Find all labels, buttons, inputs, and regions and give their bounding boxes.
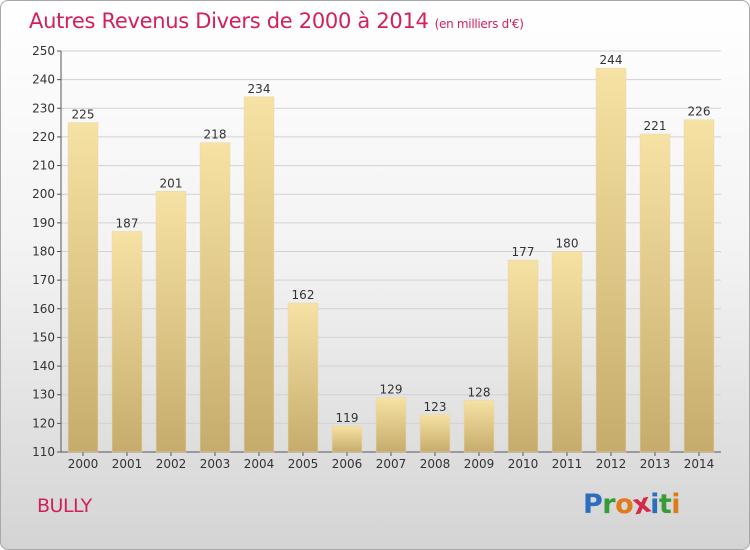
data-label-2004: 234 xyxy=(248,82,271,96)
bar-2006[interactable] xyxy=(331,425,363,453)
x-tick-label: 2011 xyxy=(552,457,583,471)
y-tick-label: 140 xyxy=(32,359,55,373)
data-label-2008: 123 xyxy=(424,400,447,414)
y-tick-label: 230 xyxy=(32,101,55,115)
labels: 110 120 130 140 150 160 170 180 190 200 210 220 230 2… xyxy=(32,44,714,471)
data-label-2006: 119 xyxy=(336,411,359,425)
brand-letter: i xyxy=(671,489,681,520)
x-tick-label: 2010 xyxy=(508,457,539,471)
x-tick-label: 2012 xyxy=(596,457,627,471)
x-tick-label: 2007 xyxy=(376,457,407,471)
y-tick-label: 220 xyxy=(32,130,55,144)
data-label-2002: 201 xyxy=(160,176,183,190)
x-tick-label: 2005 xyxy=(288,457,319,471)
y-tick-label: 160 xyxy=(32,302,55,316)
x-tick-label: 2002 xyxy=(156,457,187,471)
data-label-2009: 128 xyxy=(468,385,491,399)
y-tick-label: 250 xyxy=(32,44,55,58)
y-tick-label: 120 xyxy=(32,416,55,430)
data-label-2012: 244 xyxy=(600,53,623,67)
x-tick-label: 2014 xyxy=(684,457,715,471)
data-label-2000: 225 xyxy=(72,108,95,122)
bar-2002[interactable] xyxy=(155,191,187,453)
y-tick-label: 200 xyxy=(32,187,55,201)
bar-2000[interactable] xyxy=(67,122,99,453)
bar-2013[interactable] xyxy=(639,133,671,453)
y-tick-label: 150 xyxy=(32,330,55,344)
brand-letter: t xyxy=(658,489,672,520)
data-label-2005: 162 xyxy=(292,288,315,302)
bar-2009[interactable] xyxy=(463,400,495,453)
title-unit: (en milliers d'€) xyxy=(434,17,524,31)
bar-2007[interactable] xyxy=(375,397,407,453)
title-text: Autres Revenus Divers de 2000 à 2014 xyxy=(29,9,429,33)
x-tick-label: 2003 xyxy=(200,457,231,471)
data-label-2007: 129 xyxy=(380,383,403,397)
bar-2004[interactable] xyxy=(243,96,275,453)
brand-letter: o xyxy=(615,489,634,520)
bar-2011[interactable] xyxy=(551,251,583,453)
y-tick-label: 110 xyxy=(32,445,55,459)
brand-letter: P xyxy=(583,489,603,520)
bar-2001[interactable] xyxy=(111,231,143,453)
city-name: BULLY xyxy=(37,495,92,517)
data-label-2001: 187 xyxy=(116,216,139,230)
bar-2005[interactable] xyxy=(287,302,319,453)
data-label-2010: 177 xyxy=(512,245,535,259)
chart-title: Autres Revenus Divers de 2000 à 2014 (en … xyxy=(29,9,524,33)
data-label-2011: 180 xyxy=(556,237,579,251)
x-tick-label: 2004 xyxy=(244,457,275,471)
data-label-2013: 221 xyxy=(644,119,667,133)
x-tick-label: 2013 xyxy=(640,457,671,471)
y-tick-label: 190 xyxy=(32,216,55,230)
bar-2003[interactable] xyxy=(199,142,231,453)
data-label-2003: 218 xyxy=(204,128,227,142)
y-tick-label: 240 xyxy=(32,73,55,87)
bars xyxy=(67,67,715,453)
x-tick-label: 2006 xyxy=(332,457,363,471)
bar-2010[interactable] xyxy=(507,259,539,453)
bar-2012[interactable] xyxy=(595,67,627,453)
y-tick-label: 180 xyxy=(32,245,55,259)
y-tick-label: 210 xyxy=(32,159,55,173)
data-label-2014: 226 xyxy=(688,105,711,119)
x-tick-label: 2001 xyxy=(112,457,143,471)
x-tick-label: 2000 xyxy=(68,457,99,471)
bar-2014[interactable] xyxy=(683,119,715,453)
x-tick-label: 2009 xyxy=(464,457,495,471)
y-tick-label: 170 xyxy=(32,273,55,287)
bar-2008[interactable] xyxy=(419,414,451,453)
proxiti-logo[interactable]: Proxiti xyxy=(583,488,681,522)
x-tick-label: 2008 xyxy=(420,457,451,471)
brand-letter: i xyxy=(650,489,659,520)
brand-letter: r xyxy=(602,489,616,520)
y-tick-label: 130 xyxy=(32,388,55,402)
